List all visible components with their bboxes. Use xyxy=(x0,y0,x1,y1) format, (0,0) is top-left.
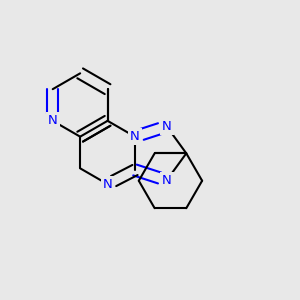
Text: N: N xyxy=(130,130,140,143)
Text: N: N xyxy=(162,174,172,187)
Text: N: N xyxy=(103,178,112,191)
Text: N: N xyxy=(48,114,58,127)
Text: N: N xyxy=(162,120,172,133)
